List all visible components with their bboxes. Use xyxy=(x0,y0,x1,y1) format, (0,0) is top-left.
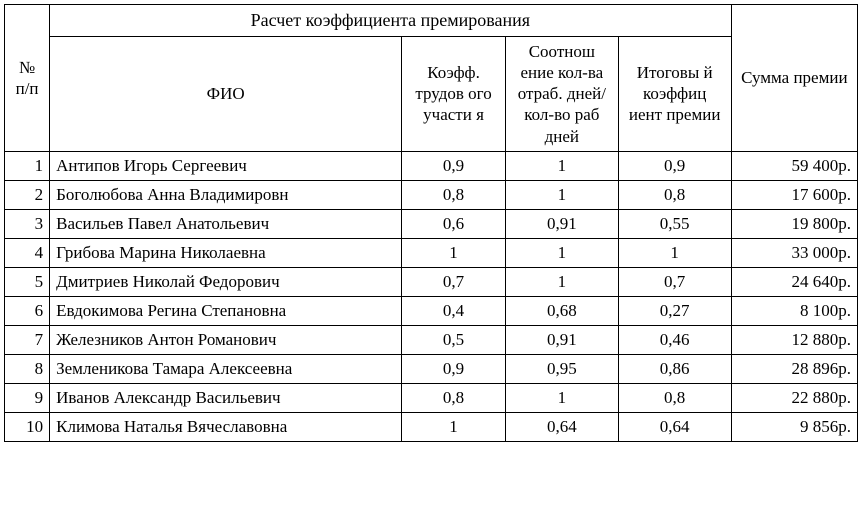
cell-num: 5 xyxy=(5,267,50,296)
cell-fio: Земленикова Тамара Алексеевна xyxy=(50,354,402,383)
cell-k1: 0,4 xyxy=(402,296,506,325)
cell-k2: 0,64 xyxy=(505,412,618,441)
cell-k2: 0,68 xyxy=(505,296,618,325)
cell-fio: Иванов Александр Васильевич xyxy=(50,383,402,412)
cell-k3: 0,86 xyxy=(618,354,731,383)
cell-k2: 1 xyxy=(505,180,618,209)
cell-num: 8 xyxy=(5,354,50,383)
table-row: 10Климова Наталья Вячеславовна10,640,649… xyxy=(5,412,858,441)
header-fio: ФИО xyxy=(50,36,402,151)
cell-k1: 0,8 xyxy=(402,383,506,412)
cell-fio: Антипов Игорь Сергеевич xyxy=(50,151,402,180)
cell-k1: 0,5 xyxy=(402,325,506,354)
cell-sum: 22 880р. xyxy=(731,383,857,412)
cell-k2: 1 xyxy=(505,383,618,412)
header-k1: Коэфф. трудов ого участи я xyxy=(402,36,506,151)
cell-fio: Боголюбова Анна Владимировн xyxy=(50,180,402,209)
cell-k2: 0,91 xyxy=(505,209,618,238)
table-row: 8Земленикова Тамара Алексеевна0,90,950,8… xyxy=(5,354,858,383)
cell-k1: 0,9 xyxy=(402,354,506,383)
cell-num: 9 xyxy=(5,383,50,412)
cell-k3: 0,8 xyxy=(618,180,731,209)
cell-fio: Евдокимова Регина Степановна xyxy=(50,296,402,325)
cell-sum: 28 896р. xyxy=(731,354,857,383)
table-row: 9Иванов Александр Васильевич0,810,822 88… xyxy=(5,383,858,412)
cell-sum: 12 880р. xyxy=(731,325,857,354)
cell-k2: 0,95 xyxy=(505,354,618,383)
cell-num: 1 xyxy=(5,151,50,180)
cell-sum: 17 600р. xyxy=(731,180,857,209)
cell-k1: 0,9 xyxy=(402,151,506,180)
bonus-calculation-table: № п/п Расчет коэффициента премирования С… xyxy=(4,4,858,442)
table-row: 4Грибова Марина Николаевна11133 000р. xyxy=(5,238,858,267)
cell-num: 3 xyxy=(5,209,50,238)
cell-num: 4 xyxy=(5,238,50,267)
cell-k1: 0,6 xyxy=(402,209,506,238)
table-row: 6Евдокимова Регина Степановна0,40,680,27… xyxy=(5,296,858,325)
cell-fio: Климова Наталья Вячеславовна xyxy=(50,412,402,441)
header-k2: Соотнош ение кол-ва отраб. дней/кол-во р… xyxy=(505,36,618,151)
cell-k1: 1 xyxy=(402,238,506,267)
table-row: 1Антипов Игорь Сергеевич0,910,959 400р. xyxy=(5,151,858,180)
header-k3: Итоговы й коэффиц иент премии xyxy=(618,36,731,151)
cell-k1: 0,8 xyxy=(402,180,506,209)
cell-k2: 1 xyxy=(505,238,618,267)
cell-k3: 0,64 xyxy=(618,412,731,441)
cell-sum: 24 640р. xyxy=(731,267,857,296)
cell-fio: Дмитриев Николай Федорович xyxy=(50,267,402,296)
cell-fio: Железников Антон Романович xyxy=(50,325,402,354)
cell-k2: 1 xyxy=(505,267,618,296)
cell-k3: 0,7 xyxy=(618,267,731,296)
header-num: № п/п xyxy=(5,5,50,152)
cell-k3: 1 xyxy=(618,238,731,267)
cell-fio: Грибова Марина Николаевна xyxy=(50,238,402,267)
cell-k1: 0,7 xyxy=(402,267,506,296)
cell-fio: Васильев Павел Анатольевич xyxy=(50,209,402,238)
cell-k2: 1 xyxy=(505,151,618,180)
cell-k3: 0,46 xyxy=(618,325,731,354)
cell-num: 7 xyxy=(5,325,50,354)
cell-num: 10 xyxy=(5,412,50,441)
cell-num: 2 xyxy=(5,180,50,209)
cell-k2: 0,91 xyxy=(505,325,618,354)
cell-sum: 59 400р. xyxy=(731,151,857,180)
table-row: 2Боголюбова Анна Владимировн0,810,817 60… xyxy=(5,180,858,209)
table-row: 7Железников Антон Романович0,50,910,4612… xyxy=(5,325,858,354)
cell-k3: 0,8 xyxy=(618,383,731,412)
table-body: 1Антипов Игорь Сергеевич0,910,959 400р.2… xyxy=(5,151,858,441)
header-sum: Сумма премии xyxy=(731,5,857,152)
cell-num: 6 xyxy=(5,296,50,325)
cell-k3: 0,55 xyxy=(618,209,731,238)
cell-sum: 19 800р. xyxy=(731,209,857,238)
cell-k3: 0,27 xyxy=(618,296,731,325)
cell-sum: 8 100р. xyxy=(731,296,857,325)
table-header: № п/п Расчет коэффициента премирования С… xyxy=(5,5,858,152)
cell-k3: 0,9 xyxy=(618,151,731,180)
table-row: 3Васильев Павел Анатольевич0,60,910,5519… xyxy=(5,209,858,238)
table-row: 5Дмитриев Николай Федорович0,710,724 640… xyxy=(5,267,858,296)
cell-sum: 9 856р. xyxy=(731,412,857,441)
cell-k1: 1 xyxy=(402,412,506,441)
header-group-title: Расчет коэффициента премирования xyxy=(50,5,731,37)
cell-sum: 33 000р. xyxy=(731,238,857,267)
